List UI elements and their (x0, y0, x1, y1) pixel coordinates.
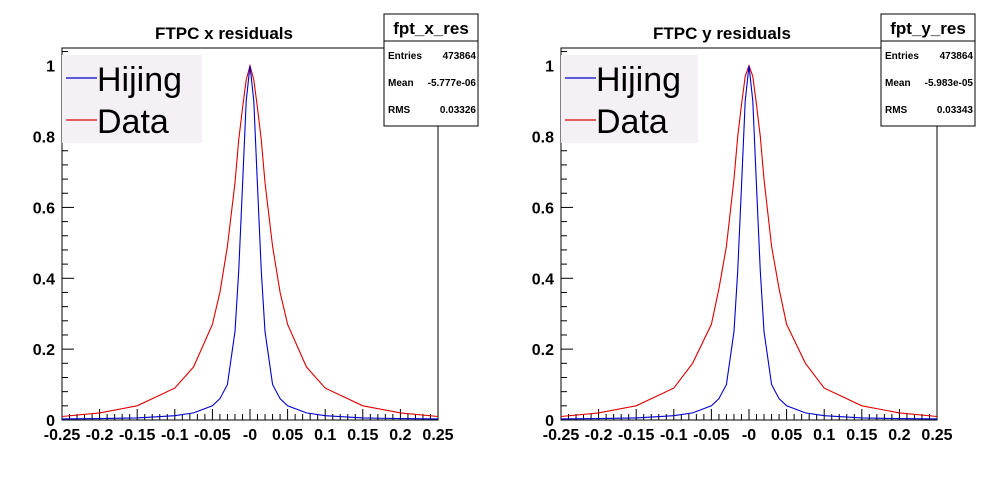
y-tick-label: 0.6 (532, 200, 554, 217)
stats-label-entries: Entries (388, 51, 422, 62)
legend-label-hijing: Hijing (596, 61, 681, 99)
x-tick-label: 0.2 (888, 427, 910, 444)
x-tick-label: 0.05 (771, 427, 802, 444)
chart-title: FTPC y residuals (653, 24, 791, 43)
stats-label-rms: RMS (885, 105, 908, 116)
legend-label-data: Data (596, 103, 668, 141)
x-tick-label: -0 (243, 427, 257, 444)
y-tick-label: 0 (545, 413, 554, 430)
x-tick-label: 0.25 (422, 427, 453, 444)
stats-value-entries: 473864 (940, 51, 974, 62)
stats-value-rms: 0.03343 (937, 105, 974, 116)
x-tick-label: -0.1 (660, 427, 688, 444)
y-tick-label: 0.4 (33, 271, 55, 288)
x-tick-label: 0.15 (347, 427, 378, 444)
x-tick-label: 0.1 (813, 427, 835, 444)
legend-label-hijing: Hijing (97, 61, 182, 99)
legend-label-data: Data (97, 103, 169, 141)
legend-box (561, 55, 698, 143)
y-tick-label: 0 (46, 413, 55, 430)
y-tick-label: 1 (545, 59, 554, 76)
x-tick-label: -0.05 (194, 427, 231, 444)
stats-label-mean: Mean (885, 78, 911, 89)
x-tick-label: 0.05 (272, 427, 303, 444)
stats-name: fpt_y_res (890, 19, 966, 38)
x-tick-label: -0.2 (585, 427, 613, 444)
y-tick-label: 0.6 (33, 200, 55, 217)
x-tick-label: 0.15 (846, 427, 877, 444)
y-tick-label: 0.2 (532, 342, 554, 359)
legend-box (62, 55, 202, 143)
stats-value-rms: 0.03326 (440, 105, 477, 116)
x-tick-label: -0.15 (119, 427, 156, 444)
y-tick-label: 1 (46, 59, 55, 76)
x-tick-label: 0.25 (921, 427, 952, 444)
stats-label-rms: RMS (388, 105, 411, 116)
stats-value-mean: -5.983e-05 (925, 78, 974, 89)
legend: Hijing Data (561, 55, 698, 143)
stats-label-entries: Entries (885, 51, 919, 62)
series-line-hijing (560, 65, 938, 420)
stats-box: fpt_x_res Entries 473864 Mean -5.777e-06 RMS 0… (383, 13, 479, 127)
stats-frame (880, 13, 976, 127)
y-tick-label: 0.8 (532, 130, 554, 147)
stats-frame (383, 13, 479, 127)
legend: Hijing Data (62, 55, 202, 143)
y-tick-label: 0.4 (532, 271, 554, 288)
x-tick-label: -0.1 (161, 427, 189, 444)
stats-value-mean: -5.777e-06 (428, 78, 477, 89)
x-tick-label: -0.2 (86, 427, 114, 444)
x-tick-label: 0.2 (389, 427, 411, 444)
x-tick-label: 0.1 (314, 427, 336, 444)
stats-label-mean: Mean (388, 78, 414, 89)
x-tick-label: -0.25 (543, 427, 580, 444)
stats-box: fpt_y_res Entries 473864 Mean -5.983e-05 RMS 0… (880, 13, 976, 127)
x-tick-label: -0.05 (693, 427, 730, 444)
x-tick-label: -0.25 (44, 427, 81, 444)
x-tick-label: -0 (742, 427, 756, 444)
y-tick-label: 0.2 (33, 342, 55, 359)
y-tick-label: 0.8 (33, 130, 55, 147)
series-line-hijing (61, 65, 439, 420)
stats-value-entries: 473864 (443, 51, 477, 62)
stats-name: fpt_x_res (393, 19, 469, 38)
chart-title: FTPC x residuals (155, 24, 293, 43)
x-tick-label: -0.15 (618, 427, 655, 444)
